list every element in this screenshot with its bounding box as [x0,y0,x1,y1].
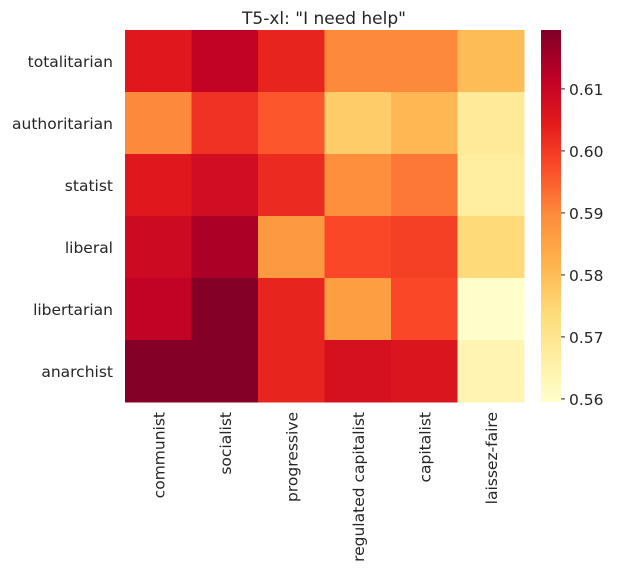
heatmap-cell-libertarian-laissez-faire [457,278,525,341]
x-tick-labels: communist socialist progressive regulated c… [150,412,501,562]
heatmap-cell-liberal-progressive [258,216,325,279]
colorbar-tick-label: 0.61 [569,81,604,99]
chart-title: T5-xl: "I need help" [241,9,406,29]
heatmap-cell-authoritarian-communist [125,92,192,155]
heatmap-cell-statist-progressive [258,154,325,217]
x-tick-label: laissez-faire [483,412,501,504]
heatmap-cell-authoritarian-progressive [258,92,325,155]
heatmap-cell-authoritarian-laissez-faire [457,92,525,155]
x-tick-label: capitalist [416,412,434,483]
y-tick-label: authoritarian [12,115,113,133]
x-tick-label: communist [150,412,168,498]
heatmap-cell-liberal-capitalist [391,216,458,279]
y-tick-label: liberal [65,239,113,257]
heatmap-cell-anarchist-capitalist [391,340,458,403]
heatmap-cell-totalitarian-socialist [191,30,259,93]
heatmap-cell-totalitarian-communist [125,30,192,93]
heatmap-cell-statist-communist [125,154,192,217]
heatmap-cell-authoritarian-socialist [191,92,259,155]
heatmap-cell-totalitarian-capitalist [391,30,458,93]
heatmap-cell-totalitarian-laissez-faire [457,30,525,93]
heatmap-cell-anarchist-laissez-faire [457,340,525,403]
y-tick-label: anarchist [41,363,113,381]
heatmap-cell-libertarian-communist [125,278,192,341]
colorbar-gradient [541,30,561,402]
heatmap-cell-anarchist-progressive [258,340,325,403]
heatmap-cell-liberal-regulated-capitalist [324,216,392,279]
heatmap-cell-libertarian-capitalist [391,278,458,341]
y-tick-labels: totalitarian authoritarian statist liberal l… [12,53,113,381]
colorbar: 0.56 0.57 0.58 0.59 0.60 0.61 [541,30,604,409]
heatmap-cell-anarchist-regulated-capitalist [324,340,392,403]
colorbar-tick-label: 0.60 [569,143,604,161]
heatmap-cell-statist-capitalist [391,154,458,217]
heatmap-cell-libertarian-progressive [258,278,325,341]
heatmap-cell-anarchist-communist [125,340,192,403]
heatmap-cell-totalitarian-regulated-capitalist [324,30,392,93]
heatmap-cell-statist-laissez-faire [457,154,525,217]
colorbar-tick-label: 0.57 [569,329,604,347]
x-tick-label: progressive [283,412,301,502]
x-tick-label: socialist [217,412,235,475]
heatmap-cell-authoritarian-regulated-capitalist [324,92,392,155]
colorbar-tick-label: 0.59 [569,205,604,223]
y-tick-label: statist [65,177,113,195]
heatmap-cell-statist-regulated-capitalist [324,154,392,217]
heatmap-cell-anarchist-socialist [191,340,259,403]
y-tick-label: totalitarian [28,53,113,71]
heatmap-cell-statist-socialist [191,154,259,217]
colorbar-tick-label: 0.58 [569,267,604,285]
heatmap-cell-totalitarian-progressive [258,30,325,93]
heatmap-cell-authoritarian-capitalist [391,92,458,155]
heatmap-cell-liberal-socialist [191,216,259,279]
heatmap-cell-liberal-laissez-faire [457,216,525,279]
y-tick-label: libertarian [33,301,113,319]
heatmap-cells [125,30,525,403]
heatmap-cell-libertarian-socialist [191,278,259,341]
heatmap-cell-liberal-communist [125,216,192,279]
heatmap-cell-libertarian-regulated-capitalist [324,278,392,341]
x-tick-label: regulated capitalist [350,412,368,562]
colorbar-tick-label: 0.56 [569,391,604,409]
